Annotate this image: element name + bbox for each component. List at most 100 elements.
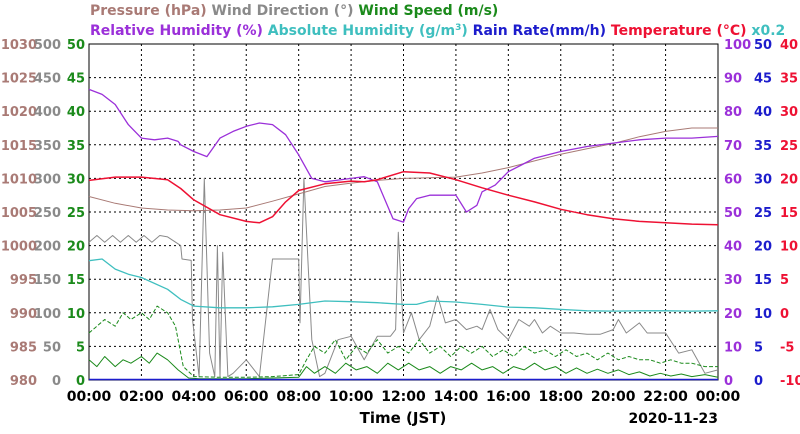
tick-rain-rate: 30 bbox=[754, 172, 772, 187]
title-wind_direction: Wind Direction (°) bbox=[207, 3, 354, 19]
tick-pressure: 1030 bbox=[1, 38, 37, 53]
tick-pressure: 1025 bbox=[1, 72, 37, 87]
tick-relative-humidity: 50 bbox=[724, 206, 742, 221]
tick-rain-rate: 20 bbox=[754, 240, 772, 255]
tick-pressure: 995 bbox=[10, 273, 37, 288]
axis-tick-labels: 1030102510201015101010051000995990985980… bbox=[1, 38, 800, 405]
tick-temperature: -10 bbox=[780, 374, 800, 389]
tick-wind-direction: 0 bbox=[52, 374, 61, 389]
tick-pressure: 1005 bbox=[1, 206, 37, 221]
tick-wind-direction: 150 bbox=[34, 273, 61, 288]
tick-wind-speed: 35 bbox=[67, 139, 85, 154]
tick-pressure: 985 bbox=[10, 340, 37, 355]
tick-temperature: 25 bbox=[780, 139, 798, 154]
tick-relative-humidity: 20 bbox=[724, 307, 742, 322]
tick-pressure: 1000 bbox=[1, 240, 37, 255]
tick-pressure: 990 bbox=[10, 307, 37, 322]
tick-rain-rate: 35 bbox=[754, 139, 772, 154]
tick-wind-speed: 10 bbox=[67, 307, 85, 322]
tick-pressure: 1020 bbox=[1, 105, 37, 120]
title-absolute_humidity_sup: 3 bbox=[455, 23, 461, 33]
tick-relative-humidity: 90 bbox=[724, 72, 742, 87]
series-wind-direction bbox=[88, 177, 719, 378]
tick-x: 00:00 bbox=[67, 389, 112, 405]
tick-x: 02:00 bbox=[119, 389, 164, 405]
series-temperature bbox=[88, 170, 719, 226]
tick-temperature: 10 bbox=[780, 240, 798, 255]
tick-x: 12:00 bbox=[381, 389, 426, 405]
tick-temperature: 5 bbox=[780, 273, 789, 288]
tick-relative-humidity: 40 bbox=[724, 240, 742, 255]
tick-wind-speed: 15 bbox=[67, 273, 85, 288]
tick-temperature: 35 bbox=[780, 72, 798, 87]
tick-rain-rate: 50 bbox=[754, 38, 772, 53]
title-rain_scale: x0.2 bbox=[747, 23, 786, 39]
tick-wind-direction: 200 bbox=[34, 240, 61, 255]
tick-wind-speed: 5 bbox=[76, 340, 85, 355]
tick-x: 14:00 bbox=[434, 389, 479, 405]
tick-relative-humidity: 100 bbox=[724, 38, 751, 53]
tick-wind-direction: 300 bbox=[34, 172, 61, 187]
tick-temperature: -5 bbox=[780, 340, 794, 355]
tick-pressure: 1015 bbox=[1, 139, 37, 154]
title-relative_humidity: Relative Humidity (%) bbox=[90, 23, 263, 39]
tick-wind-speed: 0 bbox=[76, 374, 85, 389]
title-temperature: Temperature (°C) bbox=[606, 23, 747, 39]
tick-wind-direction: 50 bbox=[43, 340, 61, 355]
series-wind-speed bbox=[88, 352, 719, 380]
tick-x: 20:00 bbox=[591, 389, 636, 405]
tick-relative-humidity: 70 bbox=[724, 139, 742, 154]
title-rain_rate: Rain Rate(mm/h) bbox=[468, 23, 606, 39]
tick-relative-humidity: 10 bbox=[724, 340, 742, 355]
tick-wind-direction: 100 bbox=[34, 307, 61, 322]
series-absolute-humidity bbox=[88, 258, 719, 312]
tick-temperature: 20 bbox=[780, 172, 798, 187]
tick-wind-direction: 450 bbox=[34, 72, 61, 87]
tick-rain-rate: 40 bbox=[754, 105, 772, 120]
tick-x: 22:00 bbox=[643, 389, 688, 405]
tick-wind-direction: 250 bbox=[34, 206, 61, 221]
tick-rain-rate: 25 bbox=[754, 206, 772, 221]
tick-relative-humidity: 0 bbox=[724, 374, 733, 389]
tick-wind-direction: 350 bbox=[34, 139, 61, 154]
tick-rain-rate: 10 bbox=[754, 307, 772, 322]
tick-x: 00:00 bbox=[696, 389, 741, 405]
tick-rain-rate: 45 bbox=[754, 72, 772, 87]
title-row-2: Relative Humidity (%) Absolute Humidity … bbox=[90, 23, 785, 39]
tick-wind-speed: 40 bbox=[67, 105, 85, 120]
title-wind_speed: Wind Speed (m/s) bbox=[354, 3, 499, 19]
tick-x: 04:00 bbox=[172, 389, 217, 405]
tick-pressure: 980 bbox=[10, 374, 37, 389]
tick-temperature: 40 bbox=[780, 38, 798, 53]
tick-relative-humidity: 30 bbox=[724, 273, 742, 288]
tick-rain-rate: 5 bbox=[754, 340, 763, 355]
x-axis-label: Time (JST) bbox=[360, 409, 447, 427]
series-wind-speed-gust bbox=[88, 305, 718, 378]
tick-x: 18:00 bbox=[538, 389, 583, 405]
tick-x: 10:00 bbox=[329, 389, 374, 405]
tick-x: 08:00 bbox=[276, 389, 321, 405]
tick-temperature: 30 bbox=[780, 105, 798, 120]
title-absolute_humidity: Absolute Humidity (g/m bbox=[263, 23, 455, 39]
tick-x: 16:00 bbox=[486, 389, 531, 405]
tick-rain-rate: 0 bbox=[754, 374, 763, 389]
tick-wind-speed: 50 bbox=[67, 38, 85, 53]
tick-relative-humidity: 60 bbox=[724, 172, 742, 187]
series-lines bbox=[88, 88, 719, 381]
tick-relative-humidity: 80 bbox=[724, 105, 742, 120]
tick-x: 06:00 bbox=[224, 389, 269, 405]
tick-wind-speed: 25 bbox=[67, 206, 85, 221]
chart-titles: Pressure (hPa) Wind Direction (°) Wind S… bbox=[90, 3, 785, 39]
title-absolute_humidity_end: ) bbox=[461, 23, 467, 39]
tick-wind-speed: 30 bbox=[67, 172, 85, 187]
tick-rain-rate: 15 bbox=[754, 273, 772, 288]
series-relative-humidity bbox=[88, 88, 719, 223]
title-row-1: Pressure (hPa) Wind Direction (°) Wind S… bbox=[90, 3, 498, 19]
tick-pressure: 1010 bbox=[1, 172, 37, 187]
tick-temperature: 0 bbox=[780, 307, 789, 322]
tick-wind-direction: 400 bbox=[34, 105, 61, 120]
date-label: 2020-11-23 bbox=[628, 411, 718, 427]
title-pressure: Pressure (hPa) bbox=[90, 3, 207, 19]
tick-wind-speed: 20 bbox=[67, 240, 85, 255]
